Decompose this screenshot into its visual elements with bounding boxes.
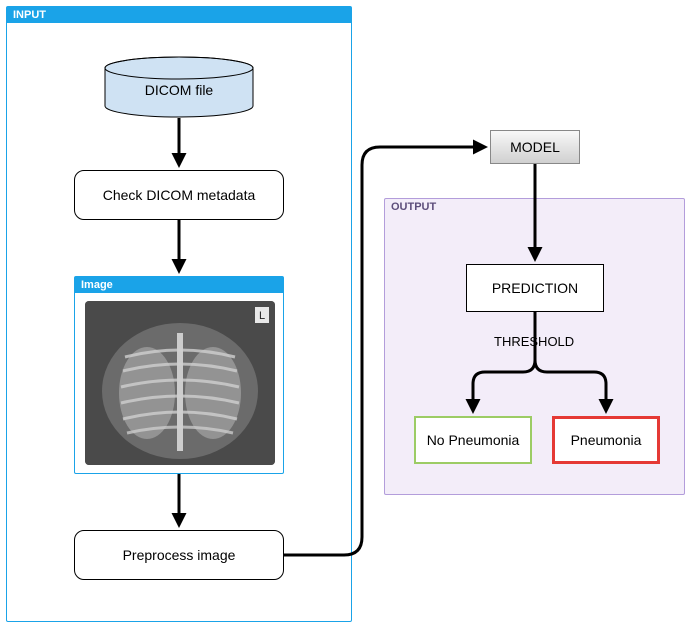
- preprocess-label: Preprocess image: [123, 547, 236, 563]
- prediction-node: PREDICTION: [466, 264, 604, 312]
- no-pneumonia-label: No Pneumonia: [427, 432, 520, 448]
- image-panel: Image L: [74, 276, 284, 474]
- check-metadata-node: Check DICOM metadata: [74, 170, 284, 220]
- image-panel-header: Image: [75, 277, 283, 293]
- prediction-label: PREDICTION: [492, 280, 578, 296]
- input-panel-header: INPUT: [7, 7, 351, 23]
- pneumonia-node: Pneumonia: [552, 416, 660, 464]
- model-label: MODEL: [510, 139, 560, 155]
- threshold-label: THRESHOLD: [494, 334, 574, 349]
- xray-image: L: [85, 301, 275, 465]
- dicom-file-node: DICOM file: [104, 56, 254, 118]
- pneumonia-label: Pneumonia: [571, 432, 642, 448]
- model-node: MODEL: [490, 130, 580, 164]
- svg-text:L: L: [259, 310, 265, 322]
- preprocess-node: Preprocess image: [74, 530, 284, 580]
- dicom-file-label: DICOM file: [104, 82, 254, 98]
- no-pneumonia-node: No Pneumonia: [414, 416, 532, 464]
- check-metadata-label: Check DICOM metadata: [103, 187, 256, 203]
- output-panel-header: OUTPUT: [385, 199, 684, 215]
